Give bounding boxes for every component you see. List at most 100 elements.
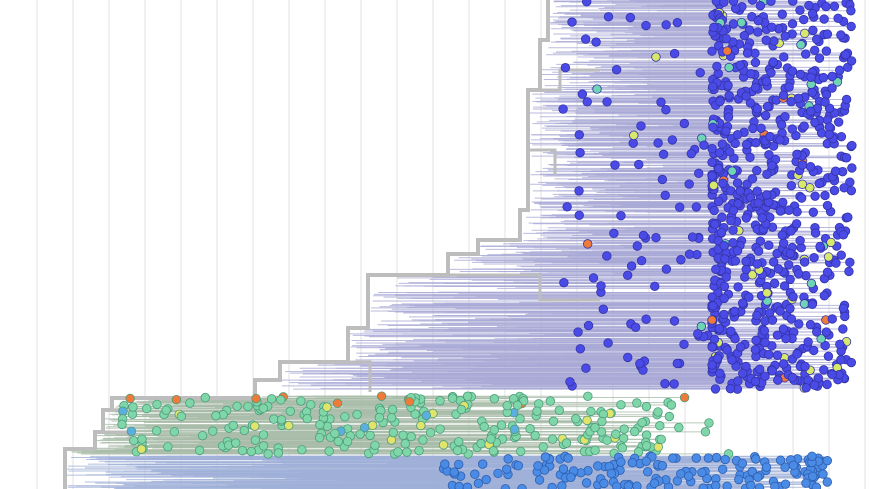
tip [151, 426, 162, 436]
tip [438, 440, 449, 450]
tip [801, 478, 811, 488]
tip [676, 255, 686, 265]
tip [734, 474, 744, 485]
tip [533, 461, 543, 471]
tip [558, 464, 569, 474]
tip [822, 29, 833, 39]
tip [769, 278, 780, 289]
tip [660, 190, 670, 200]
tip [489, 425, 499, 435]
tip [616, 211, 626, 221]
tip [793, 269, 804, 279]
tip [625, 12, 636, 23]
tip [843, 212, 853, 222]
tip [728, 19, 739, 29]
tip [708, 122, 718, 133]
tip [602, 97, 612, 107]
tip [452, 445, 463, 456]
tip [766, 0, 776, 6]
tip [454, 459, 464, 470]
tip [838, 230, 849, 240]
tip [791, 219, 802, 229]
tip [809, 380, 820, 390]
tip [617, 443, 628, 453]
tip [496, 420, 507, 430]
tip [730, 256, 741, 266]
tip [813, 373, 823, 383]
tip [679, 118, 690, 129]
tip [846, 21, 856, 32]
tip [125, 393, 135, 404]
tip [728, 205, 739, 216]
tip [751, 335, 761, 346]
tip [435, 424, 445, 434]
tip [805, 162, 816, 172]
tip [847, 163, 857, 173]
tip [776, 120, 787, 130]
tip [228, 420, 238, 431]
tip [769, 36, 779, 46]
tip [788, 460, 799, 471]
tip [716, 227, 727, 238]
tip [755, 364, 765, 374]
tip [699, 140, 709, 150]
tip [807, 451, 817, 461]
tip [283, 420, 294, 431]
tip [801, 383, 811, 393]
tip [814, 53, 825, 63]
tip [779, 281, 790, 291]
tip [838, 324, 848, 334]
tip [314, 432, 325, 443]
tip [567, 17, 577, 27]
tip [755, 0, 766, 11]
tip [800, 49, 811, 59]
tip [750, 57, 761, 68]
tip [727, 355, 737, 365]
tip [778, 359, 789, 369]
tip [637, 417, 647, 428]
tip [737, 458, 748, 469]
tip [635, 358, 645, 369]
tip [761, 462, 772, 472]
tip [664, 411, 675, 422]
tip [775, 306, 785, 316]
tip [717, 212, 727, 222]
tip [324, 446, 334, 456]
tip [582, 97, 592, 107]
tip [721, 33, 731, 44]
tip [715, 368, 725, 378]
tip [795, 69, 806, 80]
tip [778, 324, 789, 334]
tip [733, 199, 743, 209]
tip [718, 178, 728, 189]
tip [530, 430, 540, 441]
tip [561, 438, 572, 448]
tip [477, 459, 488, 469]
tip [676, 469, 686, 479]
tip [779, 52, 789, 62]
tip [656, 97, 666, 107]
tip [611, 429, 621, 439]
tip [764, 349, 774, 360]
tip [683, 471, 694, 481]
tip [757, 213, 767, 223]
tip [176, 411, 187, 422]
tip [838, 303, 849, 313]
tip [126, 426, 137, 436]
tip [636, 255, 647, 266]
tip [650, 281, 660, 292]
tip [672, 358, 683, 369]
tip [836, 30, 846, 40]
tip [732, 130, 743, 140]
tip [821, 46, 832, 56]
tip [563, 453, 573, 463]
tips [117, 0, 857, 489]
tip [784, 82, 794, 92]
tip [707, 315, 717, 325]
tip [708, 180, 719, 191]
tip [720, 254, 730, 264]
tip [623, 481, 633, 489]
tip [404, 397, 415, 407]
tip [258, 403, 268, 413]
